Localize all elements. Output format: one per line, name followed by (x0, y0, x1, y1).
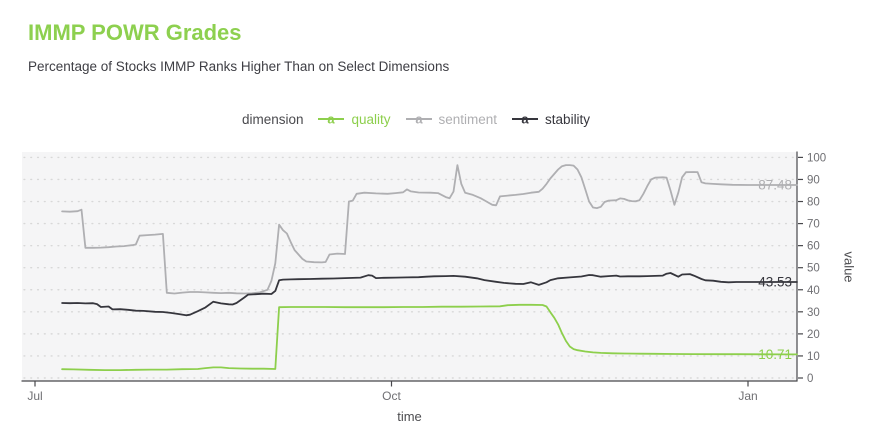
legend-item-quality[interactable]: a quality (318, 111, 391, 127)
quality-line-key-icon: a (318, 112, 345, 127)
y-tick-label-100: 100 (807, 152, 826, 164)
x-tick-label-Jan: Jan (738, 389, 757, 403)
end-value-label-stability: 43.53 (758, 275, 792, 290)
legend-item-sentiment[interactable]: a sentiment (405, 111, 498, 127)
y-tick-label-50: 50 (807, 263, 820, 275)
sentiment-line-key-icon: a (405, 112, 432, 127)
y-tick-label-70: 70 (807, 219, 820, 231)
chart-title: IMMP POWR Grades (28, 20, 242, 45)
chart-subtitle: Percentage of Stocks IMMP Ranks Higher T… (28, 59, 450, 74)
legend-label-stability: stability (545, 111, 591, 127)
x-axis-title: time (397, 409, 422, 424)
y-tick-label-40: 40 (807, 285, 820, 297)
y-tick-label-30: 30 (807, 307, 820, 319)
y-tick-label-10: 10 (807, 351, 820, 363)
stability-line-key-icon: a (512, 112, 539, 127)
series-line-sentiment (61, 164, 798, 295)
series-line-quality (61, 303, 798, 372)
legend-title: dimension (241, 111, 304, 127)
end-value-label-sentiment: 87.48 (758, 178, 792, 193)
y-tick-label-20: 20 (807, 329, 820, 341)
y-tick-label-90: 90 (807, 174, 820, 186)
x-tick-label-Jul: Jul (27, 389, 42, 403)
y-tick-label-80: 80 (807, 197, 820, 209)
y-tick-label-60: 60 (807, 241, 820, 253)
x-tick-label-Oct: Oct (382, 389, 401, 403)
legend-label-sentiment: sentiment (438, 111, 498, 127)
legend-item-stability[interactable]: a stability (512, 111, 590, 127)
end-value-label-quality: 10.71 (758, 347, 792, 362)
legend-label-quality: quality (351, 111, 391, 127)
y-axis-title: value (841, 251, 857, 283)
chart-legend: dimension a quality a sentiment a stabil… (0, 111, 832, 127)
y-tick-label-0: 0 (807, 373, 813, 385)
series-line-stability (61, 272, 798, 317)
legend-key-glyph: a (415, 112, 423, 127)
legend-key-glyph: a (328, 112, 336, 127)
legend-key-glyph: a (521, 112, 529, 127)
